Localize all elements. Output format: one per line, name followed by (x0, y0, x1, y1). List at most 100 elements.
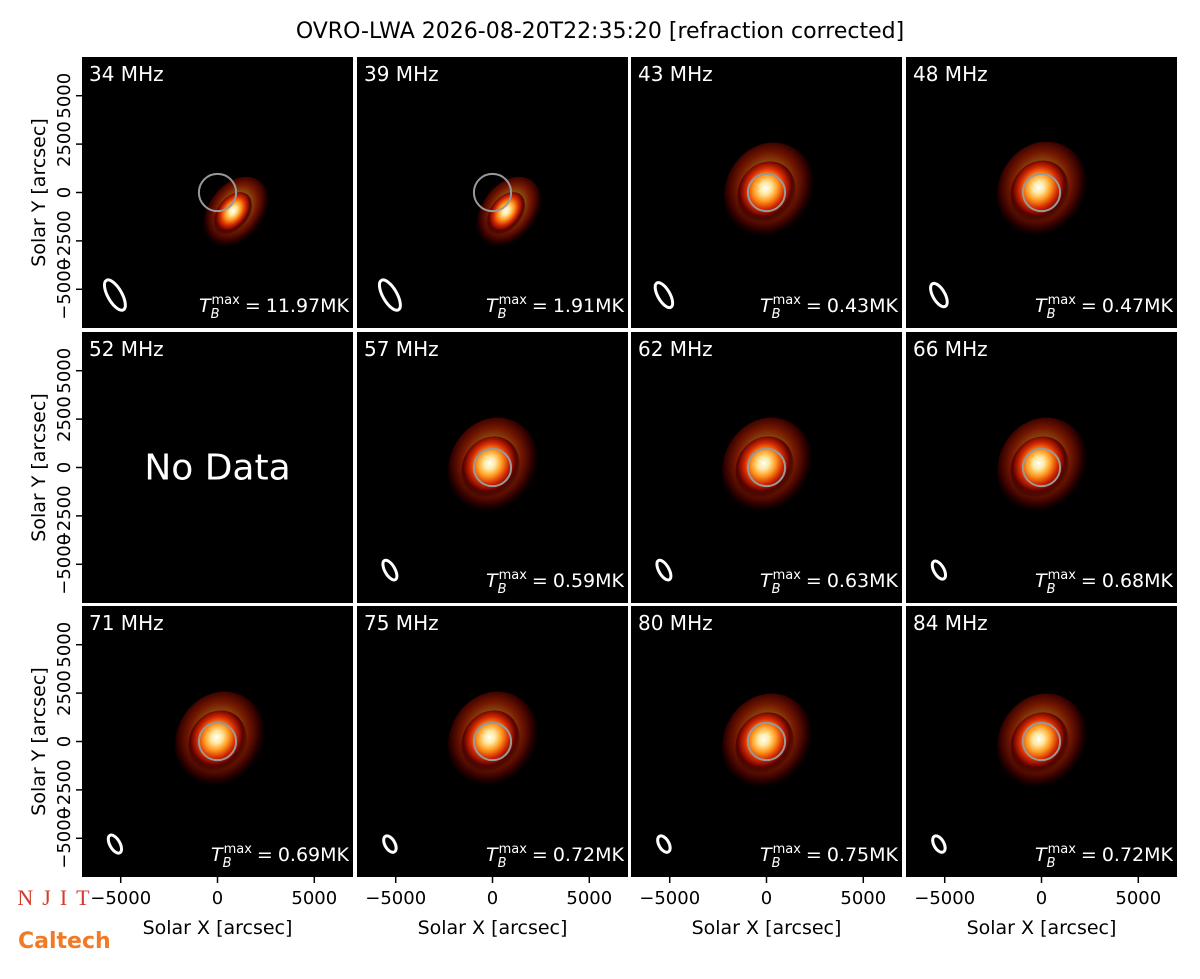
panel-background (82, 332, 353, 603)
frequency-label: 39 MHz (364, 62, 439, 86)
beam (106, 833, 124, 855)
frequency-label: 62 MHz (638, 337, 713, 361)
panel-content (655, 417, 813, 582)
panel: TBmax = 11.97MK 34 MHz −5000−2500 0 25005000So… (28, 57, 353, 328)
frequency-label: 75 MHz (364, 611, 439, 635)
tb-label: TBmax = 0.68MK (1035, 568, 1173, 597)
panel: TBmax = 0.63MK 62 MHz (631, 332, 902, 603)
tb-symbol: T (199, 295, 212, 317)
tb-subscript: B (772, 307, 781, 322)
y-tick-label: 5000 (54, 73, 75, 119)
solar-disk (197, 172, 238, 213)
tb-label: TBmax = 11.97MK (199, 293, 350, 322)
y-tick-label: −5000 (54, 808, 75, 869)
y-tick-label: 0 (54, 462, 75, 473)
solar-disk (197, 721, 238, 762)
beam (382, 834, 398, 854)
tb-subscript: B (498, 856, 507, 871)
x-axis-label: Solar X [arcsec] (967, 917, 1117, 939)
panel: TBmax = 1.91MK 39 MHz (357, 57, 628, 328)
beam (929, 281, 949, 309)
frequency-label: 52 MHz (89, 337, 164, 361)
solar-disk (1021, 447, 1062, 488)
tb-subscript: B (498, 307, 507, 322)
tb-symbol: T (1035, 570, 1048, 592)
panel-content (382, 691, 539, 854)
y-tick-label: 0 (54, 187, 75, 198)
frequency-label: 71 MHz (89, 611, 164, 635)
tb-equals: = (1081, 570, 1097, 592)
tb-subscript: B (772, 582, 781, 597)
tb-value: 0.68MK (1102, 570, 1174, 592)
radio-source (461, 710, 520, 773)
panel: TBmax = 0.47MK 48 MHz (906, 57, 1177, 328)
tb-label: TBmax = 1.91MK (486, 293, 624, 322)
tb-symbol: T (486, 570, 499, 592)
radio-source (735, 436, 794, 499)
tb-subscript: B (1047, 582, 1056, 597)
tb-subscript: B (1047, 856, 1056, 871)
tb-value: 11.97MK (266, 295, 350, 317)
tb-equals: = (257, 844, 273, 866)
no-data-note: No Data (144, 448, 290, 489)
radio-source (1010, 436, 1069, 499)
tb-label: TBmax = 0.75MK (760, 842, 898, 871)
tb-subscript: B (498, 582, 507, 597)
frequency-label: 84 MHz (913, 611, 988, 635)
tb-superscript: max (773, 293, 802, 308)
tb-value: 0.59MK (553, 570, 625, 592)
y-tick-label: −2500 (54, 485, 75, 546)
panel-content (930, 417, 1088, 581)
tb-symbol: T (760, 570, 773, 592)
beam (653, 281, 675, 310)
solar-disk (472, 721, 513, 762)
x-tick-label: −5000 (365, 888, 426, 909)
y-tick-label: 5000 (54, 348, 75, 394)
panel: TBmax = 0.69MK 71 MHz −5000 0 5000 Solar X [arc… (28, 606, 353, 939)
frequency-label: 48 MHz (913, 62, 988, 86)
radio-source (461, 436, 520, 499)
tb-value: 0.43MK (827, 295, 899, 317)
tb-value: 0.47MK (1102, 295, 1174, 317)
beam (931, 834, 947, 854)
tb-label: TBmax = 0.43MK (760, 293, 898, 322)
panel-content (106, 691, 266, 855)
tb-value: 0.72MK (553, 844, 625, 866)
y-tick-label: 5000 (54, 622, 75, 668)
panel-content (656, 693, 813, 854)
y-tick-label: −5000 (54, 259, 75, 320)
solar-disk (472, 447, 513, 488)
tb-subscript: B (223, 856, 232, 871)
frequency-label: 80 MHz (638, 611, 713, 635)
tb-symbol: T (1035, 295, 1048, 317)
frequency-label: 34 MHz (89, 62, 164, 86)
panel-content (931, 693, 1088, 854)
tb-superscript: max (499, 568, 528, 583)
y-tick-label: −5000 (54, 534, 75, 595)
x-tick-label: 0 (487, 888, 498, 909)
frequency-label: 57 MHz (364, 337, 439, 361)
panel-content (377, 172, 542, 312)
tb-symbol: T (486, 295, 499, 317)
x-tick-label: −5000 (639, 888, 700, 909)
solar-disk (1021, 721, 1062, 762)
y-tick-label: 2500 (54, 670, 75, 716)
y-tick-label: 0 (54, 736, 75, 747)
tb-equals: = (1081, 295, 1097, 317)
tb-label: TBmax = 0.59MK (486, 568, 624, 597)
tb-equals: = (806, 295, 822, 317)
x-tick-label: 0 (1036, 888, 1047, 909)
radio-source (213, 192, 252, 236)
tb-value: 1.91MK (553, 295, 625, 317)
tb-label: TBmax = 0.69MK (211, 842, 349, 871)
radio-source (188, 710, 247, 773)
radio-source (737, 161, 796, 224)
tb-equals: = (806, 844, 822, 866)
tb-symbol: T (760, 844, 773, 866)
x-tick-label: 5000 (566, 888, 612, 909)
panel: TBmax = 0.43MK 43 MHz (631, 57, 902, 328)
caltech-logo: Caltech (18, 929, 111, 954)
tb-subscript: B (772, 856, 781, 871)
tb-label: TBmax = 0.47MK (1035, 293, 1173, 322)
